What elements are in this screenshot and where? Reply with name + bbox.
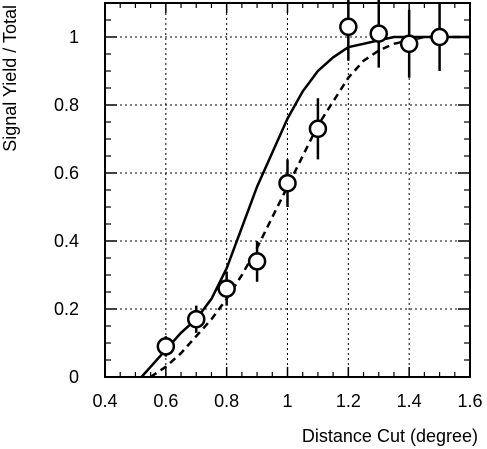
data-point	[247, 252, 267, 271]
data-point	[187, 309, 206, 329]
x-tick-label: 1.2	[336, 391, 361, 411]
x-axis-label: Distance Cut (degree)	[302, 426, 478, 446]
x-tick-label: 0.6	[153, 391, 178, 411]
data-point	[217, 279, 236, 298]
y-tick-label: 0	[69, 367, 79, 387]
x-tick-label: 0.8	[214, 391, 239, 411]
dashed-curve	[149, 35, 470, 379]
x-tick-label: 0.4	[92, 391, 117, 411]
data-point	[399, 34, 419, 54]
y-tick-label: 0.2	[54, 299, 79, 319]
axes: 0.4 0.6 0.8 1 1.2 1.4 1.6 0 0.2 0.4 0.6 0.8 1	[54, 2, 483, 411]
data-point	[369, 24, 388, 43]
y-tick-label: 1	[69, 27, 79, 47]
data-point	[339, 17, 358, 37]
grid	[105, 3, 470, 377]
y-axis-label: Signal Yield / Total	[0, 5, 20, 152]
y-tick-label: 0.4	[54, 231, 79, 251]
x-tick-label: 1.6	[457, 391, 482, 411]
series-layer	[140, 0, 470, 379]
x-tick-label: 1	[282, 391, 292, 411]
y-tick-label: 0.6	[54, 163, 79, 183]
x-tick-label: 1.4	[397, 391, 422, 411]
data-point	[156, 337, 176, 356]
data-point	[278, 173, 297, 193]
data-point	[430, 27, 449, 47]
data-point	[308, 119, 328, 139]
y-tick-label: 0.8	[54, 95, 79, 115]
